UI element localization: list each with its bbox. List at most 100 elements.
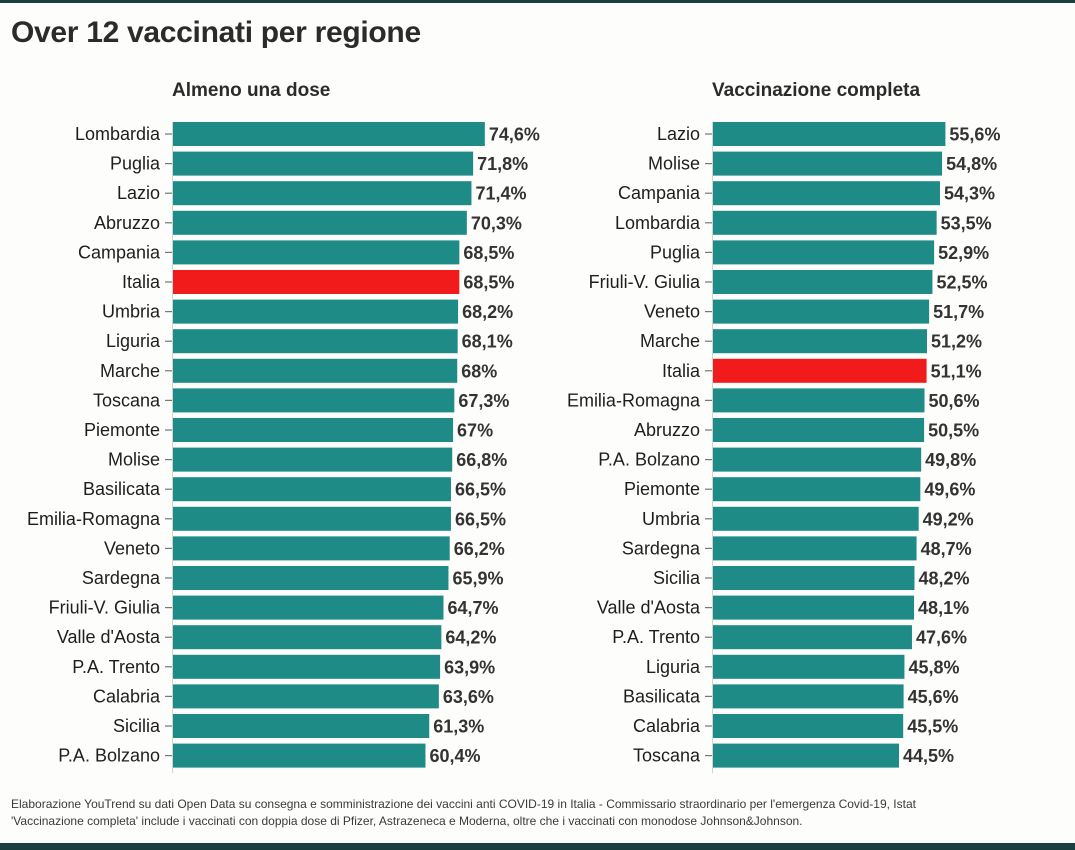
bar-lombardia	[173, 122, 485, 146]
category-label-calabria: Calabria	[93, 686, 161, 706]
value-label-italia: 51,1%	[931, 361, 982, 381]
category-label-abruzzo: Abruzzo	[94, 213, 160, 233]
chart-title: Over 12 vaccinati per regione	[11, 16, 421, 49]
bar-emilia-romagna	[713, 388, 925, 413]
value-label-p-a-trento: 47,6%	[916, 628, 967, 648]
bar-basilicata	[713, 684, 904, 709]
value-label-italia: 68,5%	[463, 273, 514, 293]
bar-valle-d-aosta	[713, 595, 915, 620]
value-label-sicilia: 48,2%	[918, 569, 969, 589]
category-label-calabria: Calabria	[633, 716, 701, 736]
bar-piemonte	[713, 477, 921, 502]
bar-p-a-trento	[173, 654, 441, 679]
category-label-p-a-trento: P.A. Trento	[612, 627, 700, 647]
value-label-basilicata: 45,6%	[908, 687, 959, 707]
category-label-marche: Marche	[640, 331, 700, 351]
bar-liguria	[713, 654, 905, 679]
value-label-piemonte: 67%	[457, 421, 493, 441]
value-label-valle-d-aosta: 48,1%	[918, 598, 969, 618]
category-label-emilia-romagna: Emilia-Romagna	[27, 509, 161, 529]
value-label-p-a-trento: 63,9%	[444, 657, 495, 677]
value-label-lazio: 71,4%	[475, 184, 526, 204]
value-label-umbria: 68,2%	[462, 302, 513, 322]
category-label-umbria: Umbria	[642, 509, 701, 529]
category-label-sicilia: Sicilia	[113, 716, 161, 736]
value-label-piemonte: 49,6%	[924, 480, 975, 500]
category-label-p-a-bolzano: P.A. Bolzano	[58, 746, 160, 766]
bar-molise	[713, 151, 943, 176]
category-label-umbria: Umbria	[102, 302, 161, 322]
value-label-marche: 68%	[461, 361, 497, 381]
bar-piemonte	[173, 418, 454, 442]
value-label-veneto: 66,2%	[454, 539, 505, 559]
bar-veneto	[713, 299, 930, 324]
category-label-p-a-trento: P.A. Trento	[72, 657, 160, 677]
top-band	[0, 0, 1075, 3]
value-label-campania: 68,5%	[463, 243, 514, 263]
bar-molise	[173, 447, 453, 472]
category-label-basilicata: Basilicata	[623, 686, 701, 706]
category-label-marche: Marche	[100, 361, 160, 381]
bar-abruzzo	[713, 418, 925, 442]
highlight-bar-italia	[713, 358, 927, 383]
bar-marche	[173, 358, 458, 383]
value-label-campania: 54,3%	[944, 184, 995, 204]
bar-valle-d-aosta	[173, 625, 442, 650]
bar-lazio	[713, 122, 946, 146]
category-label-veneto: Veneto	[104, 538, 160, 558]
value-label-umbria: 49,2%	[923, 509, 974, 529]
bar-lazio	[173, 181, 472, 206]
value-label-molise: 66,8%	[456, 450, 507, 470]
bar-marche	[713, 329, 928, 354]
bar-calabria	[173, 684, 439, 709]
bar-p-a-trento	[713, 625, 912, 650]
value-label-p-a-bolzano: 60,4%	[429, 746, 480, 766]
category-label-valle-d-aosta: Valle d'Aosta	[57, 627, 161, 647]
bar-chart-right: Lazio 55,6% Molise 54,8% Campania 54,3% Lombar…	[567, 122, 1000, 774]
value-label-valle-d-aosta: 64,2%	[445, 628, 496, 648]
value-label-lazio: 55,6%	[949, 125, 1000, 145]
bar-p-a-bolzano	[173, 743, 426, 768]
bar-sardegna	[173, 566, 449, 590]
bar-abruzzo	[173, 210, 467, 235]
category-label-valle-d-aosta: Valle d'Aosta	[597, 598, 701, 618]
value-label-sardegna: 48,7%	[921, 539, 972, 559]
value-label-liguria: 68,1%	[462, 332, 513, 352]
value-label-calabria: 63,6%	[443, 687, 494, 707]
category-label-friuli-v-giulia: Friuli-V. Giulia	[49, 598, 161, 618]
value-label-friuli-v-giulia: 64,7%	[447, 598, 498, 618]
category-label-sicilia: Sicilia	[653, 568, 701, 588]
category-label-lombardia: Lombardia	[75, 124, 161, 144]
category-label-piemonte: Piemonte	[84, 420, 160, 440]
bar-puglia	[173, 151, 474, 176]
bar-campania	[173, 240, 460, 265]
bar-toscana	[713, 743, 900, 768]
value-label-toscana: 44,5%	[903, 746, 954, 766]
bar-puglia	[713, 240, 935, 265]
value-label-emilia-romagna: 66,5%	[455, 509, 506, 529]
value-label-veneto: 51,7%	[933, 302, 984, 322]
category-label-puglia: Puglia	[650, 242, 701, 262]
category-label-lazio: Lazio	[657, 124, 700, 144]
category-label-molise: Molise	[108, 450, 160, 470]
category-label-basilicata: Basilicata	[83, 479, 161, 499]
category-label-toscana: Toscana	[93, 390, 161, 410]
value-label-puglia: 52,9%	[938, 243, 989, 263]
bar-basilicata	[173, 477, 451, 502]
bar-calabria	[713, 714, 904, 738]
bar-umbria	[713, 506, 919, 531]
bar-lombardia	[713, 210, 937, 235]
category-label-campania: Campania	[78, 242, 161, 262]
value-label-sicilia: 61,3%	[433, 717, 484, 737]
value-label-puglia: 71,8%	[477, 154, 528, 174]
bar-toscana	[173, 388, 455, 413]
bar-liguria	[173, 329, 458, 354]
bar-sardegna	[713, 536, 917, 561]
value-label-calabria: 45,5%	[907, 717, 958, 737]
value-label-abruzzo: 50,5%	[928, 421, 979, 441]
highlight-bar-italia	[173, 270, 460, 294]
bar-sicilia	[713, 566, 915, 590]
value-label-liguria: 45,8%	[908, 657, 959, 677]
value-label-emilia-romagna: 50,6%	[929, 391, 980, 411]
